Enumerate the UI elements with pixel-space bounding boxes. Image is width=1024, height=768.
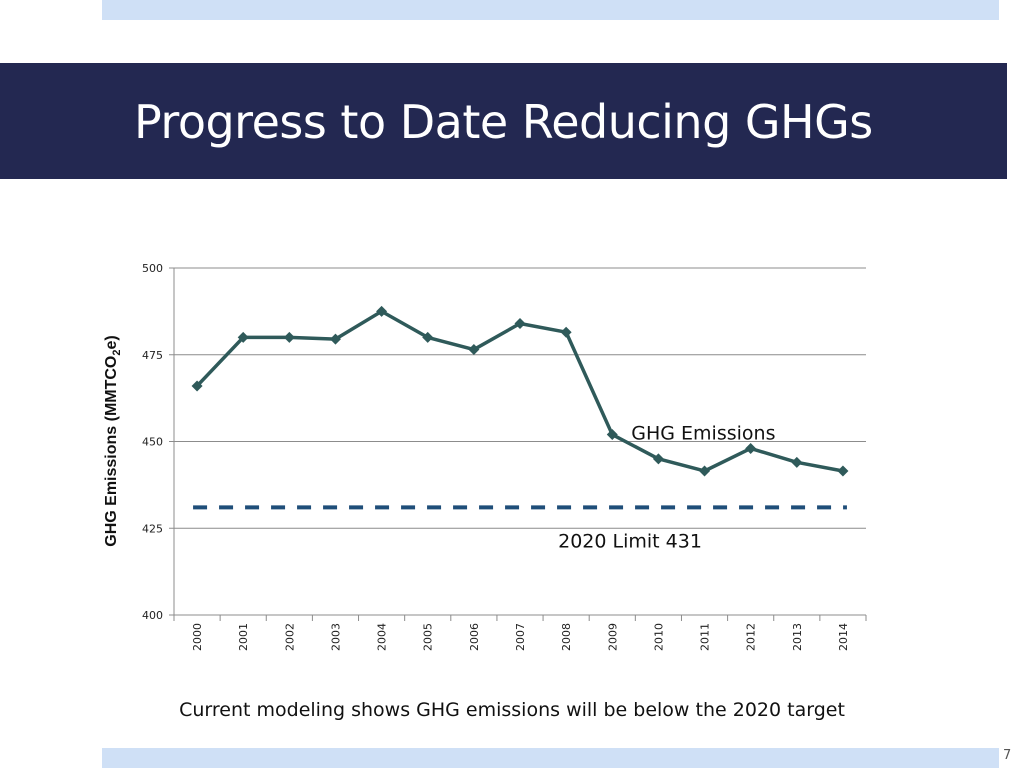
series-line-ghg-emissions [195, 309, 844, 473]
x-tick-label: 2014 [837, 623, 850, 651]
data-point-marker [376, 305, 388, 317]
x-tick-label: 2001 [237, 623, 250, 651]
data-point-marker [283, 331, 295, 343]
x-tick-label: 2011 [699, 623, 712, 651]
x-tick-label: 2005 [422, 623, 435, 651]
series-annotation-label: GHG Emissions [631, 423, 775, 445]
data-point-marker [791, 456, 803, 468]
x-tick-label: 2009 [606, 623, 619, 651]
x-tick-label: 2000 [191, 623, 204, 651]
data-point-marker [837, 465, 849, 477]
top-accent-band [102, 0, 999, 20]
y-tick-label: 475 [142, 349, 163, 362]
limit-annotation-label: 2020 Limit 431 [558, 530, 702, 552]
y-tick-label: 400 [142, 609, 163, 622]
slide-title: Progress to Date Reducing GHGs [134, 95, 873, 149]
data-point-marker [745, 442, 757, 454]
x-tick-label: 2003 [329, 623, 342, 651]
x-tick-label: 2007 [514, 623, 527, 651]
x-tick-label: 2006 [468, 623, 481, 651]
y-axis-title: GHG Emissions (MMTCO2e) [103, 335, 123, 546]
x-tick-label: 2010 [652, 623, 665, 651]
data-point-marker [606, 429, 618, 441]
data-point-marker [329, 333, 341, 345]
data-point-marker [560, 326, 572, 338]
x-tick-label: 2012 [745, 623, 758, 651]
data-point-marker [699, 465, 711, 477]
data-point-marker [191, 380, 203, 392]
x-tick-label: 2013 [791, 623, 804, 651]
title-bar [0, 63, 1007, 179]
y-axis-title-main: GHG Emissions (MMTCO [102, 355, 120, 547]
slide-subtitle: Current modeling shows GHG emissions wil… [179, 699, 845, 721]
data-point-marker [422, 331, 434, 343]
bottom-accent-band [102, 748, 999, 768]
x-tick-label: 2008 [560, 623, 573, 651]
x-tick-label: 2002 [283, 623, 296, 651]
data-point-marker [514, 318, 526, 330]
data-point-marker [468, 344, 480, 356]
y-tick-label: 500 [142, 262, 163, 275]
page-number: 7 [1003, 748, 1012, 763]
emissions-line-chart: 500 475 450 425 400 2000 2001 2002 2003 2004 2005 2… [142, 262, 867, 651]
data-point-marker [237, 331, 249, 343]
x-tick-label: 2004 [376, 623, 389, 651]
y-tick-label: 425 [142, 522, 163, 535]
y-axis-title-tail: e) [102, 335, 120, 350]
data-point-marker [652, 453, 664, 465]
chart-container: 500 475 450 425 400 2000 2001 2002 2003 2004 2005 2… [90, 255, 890, 675]
y-tick-label: 450 [142, 436, 163, 449]
y-axis-title-subscript: 2 [111, 349, 124, 356]
